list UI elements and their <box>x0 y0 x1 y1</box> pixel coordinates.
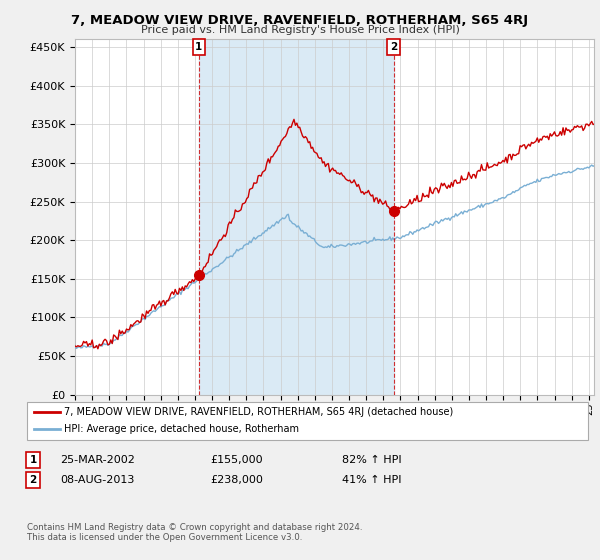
Text: HPI: Average price, detached house, Rotherham: HPI: Average price, detached house, Roth… <box>64 424 299 434</box>
Text: Contains HM Land Registry data © Crown copyright and database right 2024.: Contains HM Land Registry data © Crown c… <box>27 523 362 532</box>
Text: This data is licensed under the Open Government Licence v3.0.: This data is licensed under the Open Gov… <box>27 533 302 542</box>
Text: 7, MEADOW VIEW DRIVE, RAVENFIELD, ROTHERHAM, S65 4RJ: 7, MEADOW VIEW DRIVE, RAVENFIELD, ROTHER… <box>71 14 529 27</box>
Text: 41% ↑ HPI: 41% ↑ HPI <box>342 475 401 485</box>
Text: 1: 1 <box>195 42 202 52</box>
Text: Price paid vs. HM Land Registry's House Price Index (HPI): Price paid vs. HM Land Registry's House … <box>140 25 460 35</box>
Text: 2: 2 <box>29 475 37 485</box>
Text: 2: 2 <box>390 42 397 52</box>
Text: 7, MEADOW VIEW DRIVE, RAVENFIELD, ROTHERHAM, S65 4RJ (detached house): 7, MEADOW VIEW DRIVE, RAVENFIELD, ROTHER… <box>64 407 454 417</box>
Text: 1: 1 <box>29 455 37 465</box>
Text: 08-AUG-2013: 08-AUG-2013 <box>60 475 134 485</box>
Text: £155,000: £155,000 <box>210 455 263 465</box>
Text: £238,000: £238,000 <box>210 475 263 485</box>
Text: 25-MAR-2002: 25-MAR-2002 <box>60 455 135 465</box>
Text: 82% ↑ HPI: 82% ↑ HPI <box>342 455 401 465</box>
Bar <box>199 39 394 395</box>
